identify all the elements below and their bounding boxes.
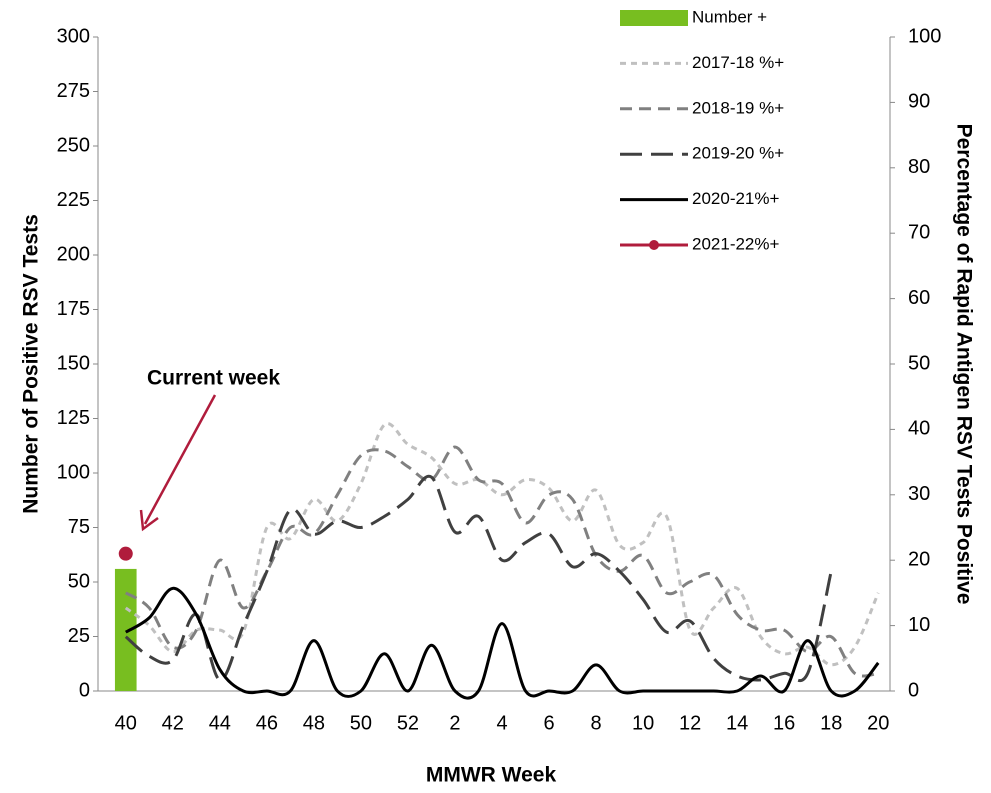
legend-label: Number + bbox=[692, 7, 767, 26]
y2-tick-label: 90 bbox=[908, 91, 930, 113]
x-tick-label: 44 bbox=[209, 712, 231, 734]
x-tick-label: 12 bbox=[679, 712, 701, 734]
y2-tick-label: 40 bbox=[908, 418, 930, 440]
y-tick-label: 125 bbox=[57, 407, 90, 429]
line bbox=[124, 474, 833, 683]
legend-label: 2018-19 %+ bbox=[692, 98, 784, 117]
legend-marker bbox=[649, 240, 659, 250]
y-tick-label: 175 bbox=[57, 298, 90, 320]
y-tick-label: 275 bbox=[57, 80, 90, 102]
legend-label: 2019-20 %+ bbox=[692, 144, 784, 163]
x-tick-label: 50 bbox=[350, 712, 372, 734]
y-tick-label: 25 bbox=[68, 625, 90, 647]
y-tick-label: 75 bbox=[68, 516, 90, 538]
x-tick-label: 16 bbox=[773, 712, 795, 734]
legend-swatch bbox=[620, 10, 688, 26]
line bbox=[124, 422, 880, 667]
y2-tick-label: 80 bbox=[908, 156, 930, 178]
y-tick-label: 250 bbox=[57, 134, 90, 156]
legend-label: 2017-18 %+ bbox=[692, 53, 784, 72]
x-tick-label: 20 bbox=[867, 712, 889, 734]
point bbox=[118, 546, 133, 561]
y2-tick-label: 60 bbox=[908, 287, 930, 309]
legend-label: 2021-22%+ bbox=[692, 234, 780, 253]
y2-tick-label: 70 bbox=[908, 221, 930, 243]
x-tick-label: 46 bbox=[256, 712, 278, 734]
y-axis-title: Number of Positive RSV Tests bbox=[20, 214, 43, 514]
x-tick-label: 10 bbox=[632, 712, 654, 734]
line bbox=[124, 445, 879, 678]
x-tick-label: 40 bbox=[115, 712, 137, 734]
y-tick-label: 150 bbox=[57, 352, 90, 374]
y-tick-label: 0 bbox=[79, 679, 90, 701]
annotation-arrow bbox=[143, 394, 217, 525]
annotation-arrowhead bbox=[139, 509, 159, 532]
x-tick-label: 6 bbox=[543, 712, 554, 734]
y2-axis-title: Percentage of Rapid Antigen RSV Tests Po… bbox=[952, 124, 975, 605]
y2-tick-label: 10 bbox=[908, 614, 930, 636]
y2-tick-label: 0 bbox=[908, 679, 919, 701]
x-tick-label: 42 bbox=[162, 712, 184, 734]
y2-tick-label: 50 bbox=[908, 352, 930, 374]
bar bbox=[114, 568, 137, 691]
y-tick-label: 225 bbox=[57, 189, 90, 211]
x-axis-title: MMWR Week bbox=[426, 764, 557, 787]
annotation: Current week bbox=[147, 367, 280, 390]
x-tick-label: 4 bbox=[496, 712, 507, 734]
y2-tick-label: 20 bbox=[908, 548, 930, 570]
line bbox=[124, 586, 880, 700]
x-tick-label: 2 bbox=[449, 712, 460, 734]
y-tick-label: 100 bbox=[57, 461, 90, 483]
legend-label: 2020-21%+ bbox=[692, 189, 780, 208]
x-tick-label: 48 bbox=[303, 712, 325, 734]
x-tick-label: 52 bbox=[397, 712, 419, 734]
x-tick-label: 18 bbox=[820, 712, 842, 734]
x-tick-label: 14 bbox=[726, 712, 748, 734]
y-tick-label: 50 bbox=[68, 570, 90, 592]
y-tick-label: 200 bbox=[57, 243, 90, 265]
y-tick-label: 300 bbox=[57, 25, 90, 47]
y2-tick-label: 30 bbox=[908, 483, 930, 505]
y2-tick-label: 100 bbox=[908, 25, 941, 47]
x-tick-label: 8 bbox=[590, 712, 601, 734]
